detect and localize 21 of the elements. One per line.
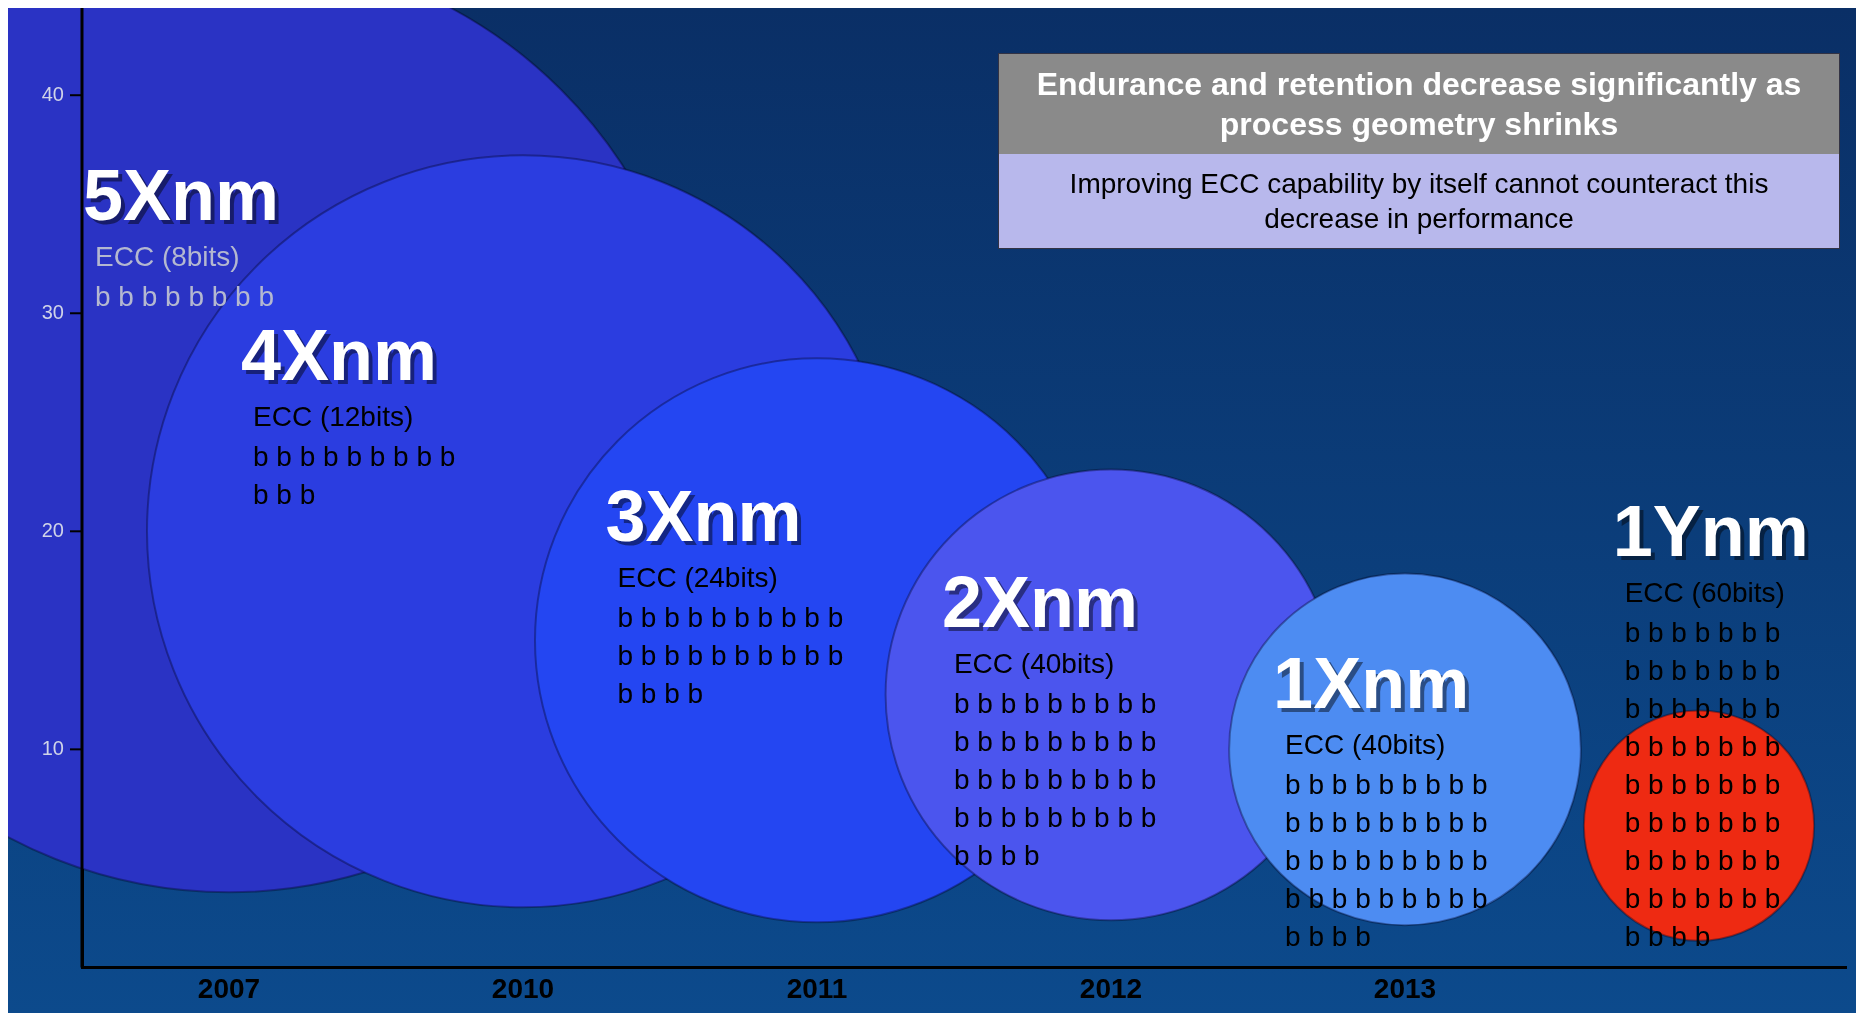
annotation: ECC (8bits) [95, 240, 240, 272]
annotation: ECC (24bits) [617, 561, 778, 593]
y-tick-label: 10 [41, 736, 64, 759]
y-tick-label: 20 [41, 518, 64, 541]
annotation: b b b b b b b b b b b b [253, 441, 456, 511]
annotation: b b b b b b b b [95, 280, 275, 312]
annotation: b b b b b b b b b b b b b b b b b b b b b b b b b b b b b b b b b b b b b b b b [1285, 769, 1488, 953]
annotation: ECC (60bits) [1624, 577, 1785, 609]
x-tick-label: 2012 [1079, 972, 1143, 1004]
y-tick-label: 40 [41, 82, 64, 105]
callout-box: Endurance and retention decrease significantly as process geometry shrinks Improving ECC capability by itself cannot counteract this decrease in performance [998, 53, 1840, 249]
annotation: ECC (40bits) [1285, 729, 1446, 761]
x-tick-label: 2007 [197, 972, 261, 1004]
annotation: b b b b b b b b b b b b b b b b b b b b b b b b [617, 601, 844, 709]
annotation: b b b b b b b b b b b b b b b b b b b b b b b b b b b b b b b b b b b b b b b b [953, 687, 1157, 871]
x-tick-label: 2011 [786, 972, 848, 1004]
annotation: ECC (12bits) [253, 401, 414, 433]
y-tick-label: 30 [41, 300, 64, 323]
x-tick-label: 2013 [1373, 972, 1437, 1004]
x-tick-label: 2010 [491, 972, 555, 1004]
annotation: ECC (40bits) [953, 647, 1115, 679]
